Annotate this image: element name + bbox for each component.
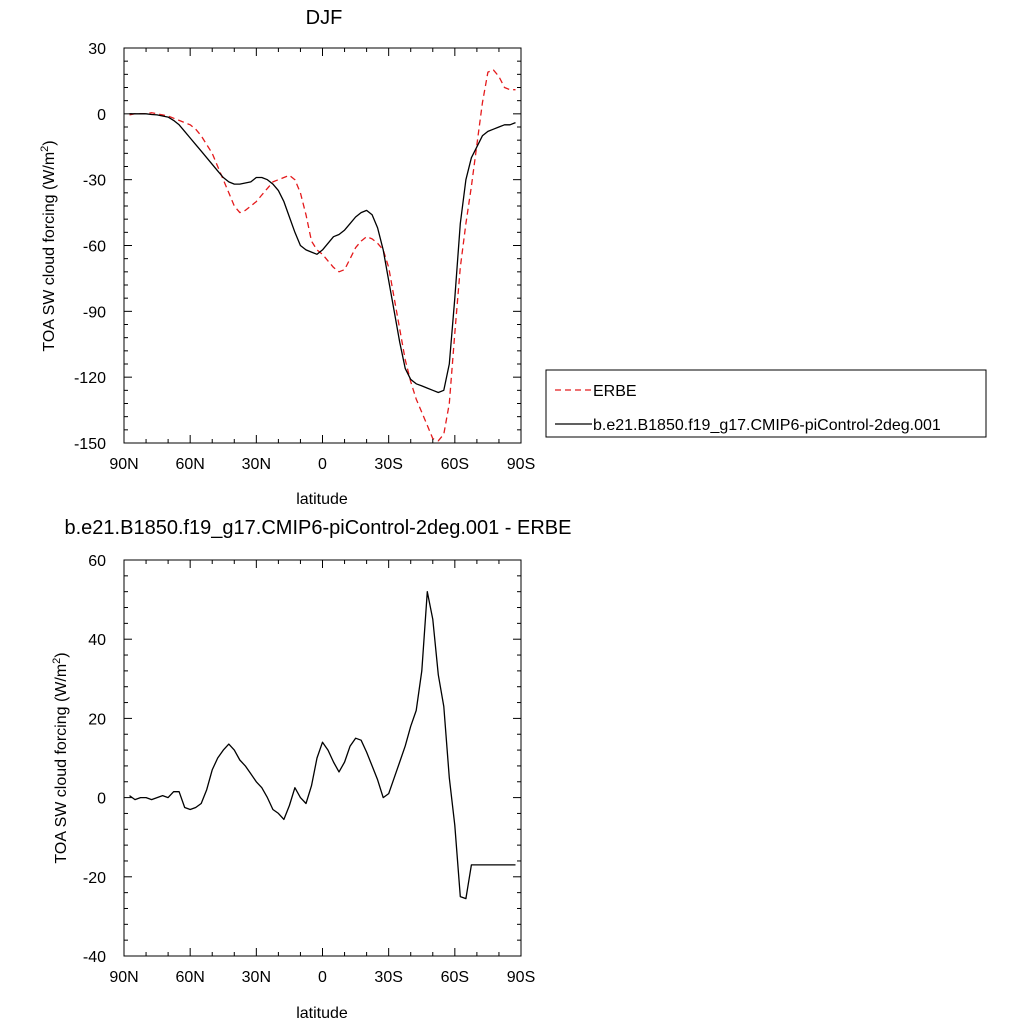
x-tick-label: 30S (374, 969, 402, 986)
y-tick-label: 40 (88, 632, 106, 649)
bottom-chart: b.e21.B1850.f19_g17.CMIP6-piControl-2deg… (51, 517, 571, 1022)
x-axis-label: latitude (296, 1005, 348, 1022)
y-tick-label: 0 (97, 791, 106, 808)
legend-label-model: b.e21.B1850.f19_g17.CMIP6-piControl-2deg… (593, 417, 941, 434)
chart-title: DJF (306, 7, 343, 29)
series-line-1 (129, 113, 516, 394)
y-tick-label: -40 (83, 949, 106, 966)
x-tick-label: 90S (507, 969, 535, 986)
x-axis-label: latitude (296, 491, 348, 508)
y-tick-label: 0 (97, 107, 106, 124)
legend-box (545, 369, 987, 438)
x-tick-label: 60N (175, 456, 204, 473)
x-tick-label: 60S (441, 456, 469, 473)
chart-title: b.e21.B1850.f19_g17.CMIP6-piControl-2deg… (65, 517, 572, 539)
y-tick-label: -60 (83, 239, 106, 256)
x-tick-label: 60S (441, 969, 469, 986)
series-line-0 (129, 69, 516, 442)
x-tick-label: 30N (242, 969, 271, 986)
legend: ERBE b.e21.B1850.f19_g17.CMIP6-piControl… (545, 369, 987, 438)
y-tick-label: -30 (83, 173, 106, 190)
y-tick-label: 20 (88, 711, 106, 728)
x-tick-label: 0 (318, 969, 327, 986)
y-axis-label: TOA SW cloud forcing (W/m2) (39, 140, 58, 351)
x-tick-label: 90N (109, 456, 138, 473)
series-line-0 (129, 591, 516, 900)
y-tick-label: 30 (88, 41, 106, 58)
x-tick-label: 0 (318, 456, 327, 473)
y-tick-label: -150 (74, 436, 106, 453)
x-tick-label: 90S (507, 456, 535, 473)
y-tick-label: -20 (83, 870, 106, 887)
x-tick-label: 90N (109, 969, 138, 986)
x-tick-label: 30N (242, 456, 271, 473)
plot-frame (123, 47, 522, 444)
y-tick-label: -90 (83, 304, 106, 321)
x-tick-label: 60N (175, 969, 204, 986)
y-tick-label: 60 (88, 553, 106, 570)
x-tick-label: 30S (374, 456, 402, 473)
top-chart: DJF 90N 60N 30N 0 30S 60S 90S 30 0 -30 -60 -90 -120 -… (39, 7, 987, 508)
y-axis-label: TOA SW cloud forcing (W/m2) (51, 652, 70, 863)
y-tick-label: -120 (74, 370, 106, 387)
legend-label-erbe: ERBE (593, 383, 637, 400)
